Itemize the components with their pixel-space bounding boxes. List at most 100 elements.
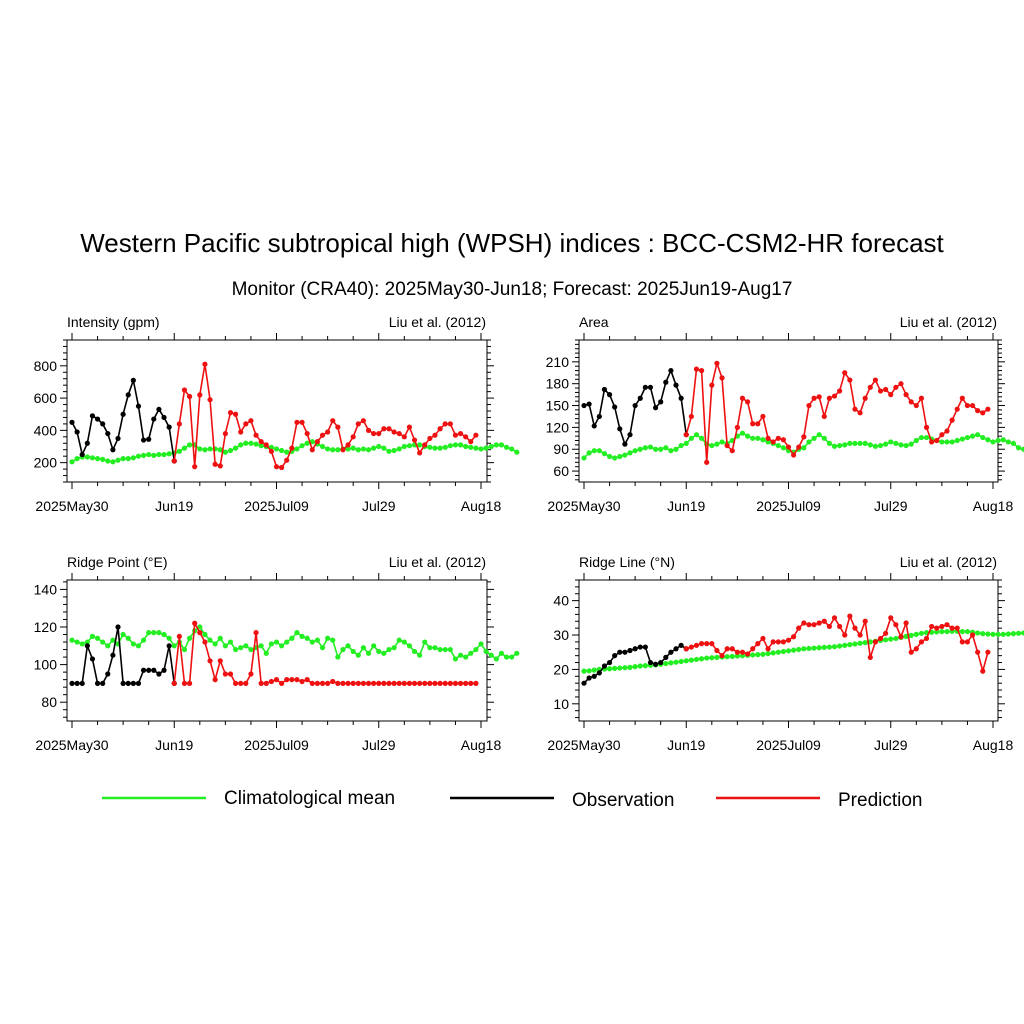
prediction-point xyxy=(176,633,182,640)
climatological-mean-point xyxy=(678,442,684,449)
climatological-mean-point xyxy=(79,641,85,647)
climatological-mean-point xyxy=(151,630,157,636)
prediction-point xyxy=(212,461,218,467)
climatological-mean-point xyxy=(663,445,669,451)
prediction-point xyxy=(268,678,274,685)
observation-point xyxy=(637,395,643,401)
prediction-point xyxy=(309,447,315,453)
prediction-point xyxy=(238,680,244,687)
prediction-point xyxy=(258,680,264,687)
observation-point xyxy=(581,402,587,409)
climatological-mean-point xyxy=(775,442,781,449)
climatological-mean-point xyxy=(100,456,106,463)
prediction-point xyxy=(847,377,853,383)
observation-point xyxy=(151,667,157,673)
observation-point xyxy=(161,414,167,421)
observation-point xyxy=(69,680,75,687)
climatological-mean-point xyxy=(84,639,90,645)
climatological-mean-point xyxy=(396,446,402,452)
climatological-mean-point xyxy=(632,664,638,670)
climatological-mean-point xyxy=(401,443,407,450)
prediction-point xyxy=(376,680,382,687)
chart-panel: Ridge Line (°N) Liu et al. (2012) 2025May3… xyxy=(547,554,1024,753)
climatological-mean-point xyxy=(842,442,848,448)
prediction-point xyxy=(207,658,213,664)
climatological-mean-point xyxy=(442,646,448,653)
prediction-point xyxy=(939,623,945,630)
climatological-mean-point xyxy=(401,639,407,645)
prediction-point xyxy=(289,445,295,451)
observation-point xyxy=(110,652,116,658)
climatological-mean-point xyxy=(709,442,715,449)
prediction-point xyxy=(186,393,193,400)
prediction-point xyxy=(197,630,203,636)
prediction-point xyxy=(355,421,361,427)
legend-label: Climatological mean xyxy=(224,788,395,809)
observation-point xyxy=(601,386,608,393)
chart-panel: Ridge Point (°E) Liu et al. (2012) 2025May… xyxy=(34,554,520,753)
prediction-point xyxy=(350,680,356,687)
prediction-point xyxy=(913,402,919,409)
climatological-mean-point xyxy=(335,654,341,660)
prediction-point xyxy=(893,622,899,628)
climatological-mean-point xyxy=(673,659,679,665)
prediction-point xyxy=(233,411,239,417)
prediction-point xyxy=(360,680,367,687)
prediction-point xyxy=(791,634,797,640)
prediction-point xyxy=(714,360,720,366)
panel-citation: Liu et al. (2012) xyxy=(389,314,486,330)
prediction-point xyxy=(969,632,976,638)
observation-point xyxy=(647,659,654,666)
climatological-mean-point xyxy=(831,644,838,650)
observation-point xyxy=(658,399,664,405)
observation-point xyxy=(668,649,674,655)
climatological-mean-point xyxy=(837,643,843,649)
prediction-point xyxy=(785,637,792,643)
prediction-point xyxy=(233,680,239,687)
prediction-point xyxy=(335,680,341,687)
climatological-mean-point xyxy=(74,639,80,645)
observation-point xyxy=(79,680,85,687)
observation-point xyxy=(612,404,618,410)
prediction-point xyxy=(913,646,919,652)
prediction-point xyxy=(709,641,715,647)
climatological-mean-point xyxy=(668,660,674,666)
y-tick-label: 400 xyxy=(34,422,58,438)
prediction-point xyxy=(898,381,904,387)
x-tick-label: 2025May30 xyxy=(547,737,620,753)
observation-point xyxy=(140,437,147,443)
prediction-point xyxy=(877,635,884,642)
prediction-point xyxy=(314,680,320,687)
prediction-point xyxy=(463,680,469,687)
climatological-mean-point xyxy=(89,455,96,461)
observation-point xyxy=(135,680,142,687)
climatological-mean-point xyxy=(514,650,520,656)
climatological-mean-point xyxy=(980,631,986,637)
prediction-point xyxy=(857,410,863,416)
prediction-point xyxy=(406,680,413,687)
observation-point xyxy=(612,653,618,659)
y-tick-label: 180 xyxy=(546,376,570,392)
climatological-mean-point xyxy=(207,637,213,643)
prediction-point xyxy=(785,444,792,450)
observation-point xyxy=(135,403,142,409)
climatological-mean-point xyxy=(632,448,638,454)
prediction-point xyxy=(724,646,730,652)
prediction-point xyxy=(693,642,700,648)
climatological-mean-point xyxy=(796,646,802,653)
page-title: Western Pacific subtropical high (WPSH) … xyxy=(80,228,944,258)
observation-point xyxy=(596,413,602,420)
prediction-point xyxy=(325,429,331,435)
climatological-mean-point xyxy=(1010,631,1017,637)
climatological-mean-point xyxy=(284,639,290,645)
y-tick-label: 200 xyxy=(34,455,58,471)
y-tick-label: 800 xyxy=(34,358,58,374)
climatological-mean-point xyxy=(647,444,654,450)
prediction-point xyxy=(729,646,735,652)
prediction-point xyxy=(452,432,459,438)
climatological-mean-point xyxy=(617,453,623,460)
prediction-point xyxy=(739,395,746,401)
climatological-mean-point xyxy=(642,445,648,451)
climatological-mean-point xyxy=(755,435,761,441)
climatological-mean-point xyxy=(601,451,608,457)
